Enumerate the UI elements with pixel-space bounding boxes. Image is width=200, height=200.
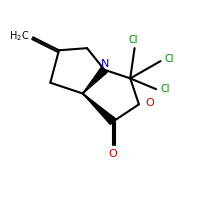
Text: Cl: Cl: [129, 35, 138, 45]
Polygon shape: [83, 94, 116, 124]
Text: Cl: Cl: [160, 84, 170, 94]
Polygon shape: [83, 67, 107, 94]
Text: H$_2$C: H$_2$C: [9, 29, 30, 43]
Text: O: O: [109, 149, 117, 159]
Text: N: N: [101, 59, 110, 69]
Text: O: O: [145, 98, 154, 108]
Text: Cl: Cl: [165, 54, 174, 64]
